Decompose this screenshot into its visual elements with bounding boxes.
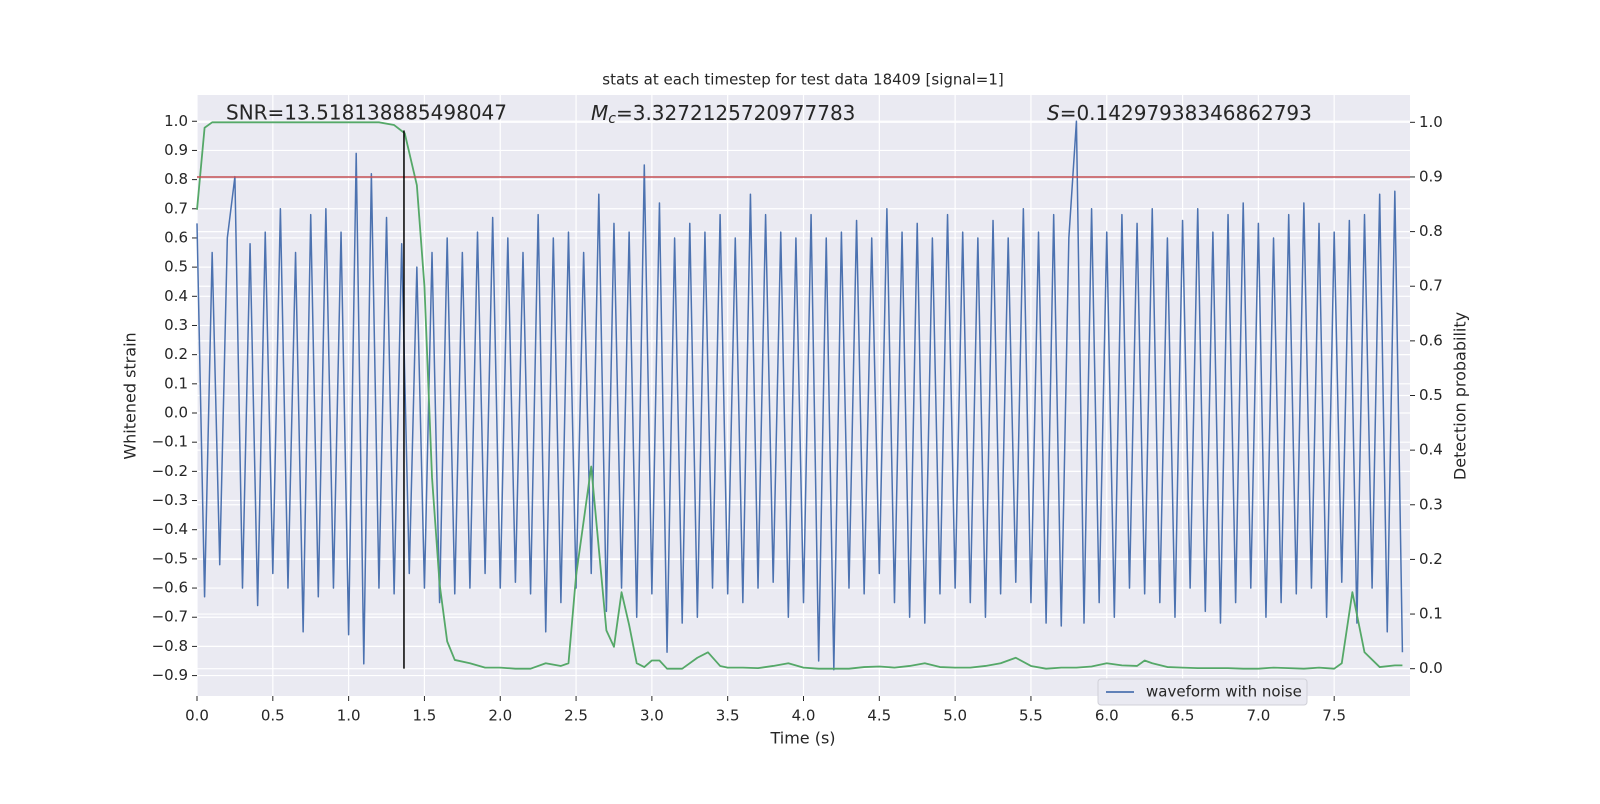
annotation: Mc=3.3272125720977783 [591,101,855,128]
x-tick-label: 0.0 [185,707,209,725]
y-tick-label: 0.4 [164,287,188,305]
x-tick-label: 4.0 [792,707,816,725]
y2-axis-label: Detection probability [1451,312,1470,480]
series-line [196,120,1404,671]
x-axis-label: Time (s) [769,729,835,748]
y-tick-label: −0.2 [152,462,188,480]
x-tick-label: 3.0 [640,707,664,725]
y-tick-label: 0.6 [164,228,188,246]
x-tick-label: 6.5 [1171,707,1195,725]
y2-tick-label: 0.1 [1419,605,1443,623]
y-tick-label: 0.7 [164,199,188,217]
annotation-text: =0.14297938346862793 [1060,101,1312,125]
y-tick-label: 0.3 [164,316,188,334]
y-tick-label: 0.9 [164,141,188,159]
y2-tick-label: 0.8 [1419,222,1443,240]
y-tick-label: −0.3 [152,491,188,509]
y2-tick-label: 0.0 [1419,659,1443,677]
y2-tick-label: 0.4 [1419,441,1443,459]
y-tick-label: 0.5 [164,258,188,276]
x-tick-label: 1.5 [413,707,437,725]
y-tick-label: −0.9 [152,666,188,684]
x-tick-label: 7.0 [1246,707,1270,725]
x-tick-label: 3.5 [716,707,740,725]
x-tick-label: 5.0 [943,707,967,725]
x-tick-label: 2.5 [564,707,588,725]
y-tick-label: 0.8 [164,170,188,188]
y-tick-label: 1.0 [164,112,188,130]
y2-tick-label: 0.9 [1419,167,1443,185]
y2-tick-label: 0.6 [1419,331,1443,349]
y-axis-label: Whitened strain [121,332,140,459]
y-tick-label: 0.0 [164,404,188,422]
x-tick-label: 6.0 [1095,707,1119,725]
annotation: S=0.14297938346862793 [1047,101,1312,125]
annotation-symbol: S [1047,101,1060,125]
x-tick-label: 7.5 [1322,707,1346,725]
x-tick-label: 5.5 [1019,707,1043,725]
series-line [196,121,1403,670]
y2-tick-label: 1.0 [1419,113,1443,131]
y-tick-label: −0.1 [152,433,188,451]
y2-tick-label: 0.2 [1419,550,1443,568]
y-tick-label: −0.8 [152,637,188,655]
grid [192,95,1415,701]
x-tick-label: 1.0 [337,707,361,725]
x-tick-label: 2.0 [488,707,512,725]
y-tick-label: −0.4 [152,520,188,538]
y2-tick-label: 0.3 [1419,495,1443,513]
y-tick-label: 0.2 [164,345,188,363]
annotation-subscript: c [608,111,616,127]
y-tick-label: −0.7 [152,608,188,626]
y2-tick-label: 0.5 [1419,386,1443,404]
legend-label: waveform with noise [1146,683,1302,701]
x-tick-label: 0.5 [261,707,285,725]
chart-title: stats at each timestep for test data 184… [602,71,1003,89]
x-tick-label: 4.5 [867,707,891,725]
legend-box [1097,678,1308,706]
y2-tick-label: 0.7 [1419,277,1443,295]
annotation: SNR=13.518138885498047 [226,101,507,125]
marks [196,120,1410,671]
annotation-text: =3.3272125720977783 [616,101,855,125]
y-tick-label: −0.5 [152,549,188,567]
annotation-symbol: M [591,101,608,125]
y-tick-label: −0.6 [152,579,188,597]
y-tick-label: 0.1 [164,374,188,392]
